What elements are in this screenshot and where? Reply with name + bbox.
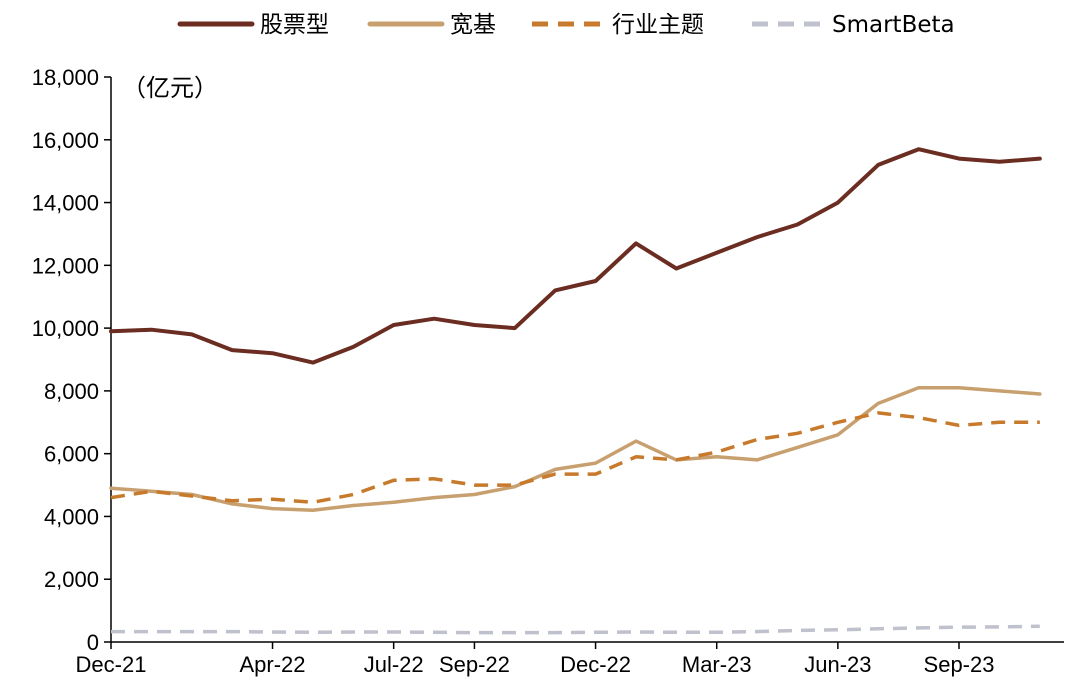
series-line-0 [109,147,1042,365]
x-tick-label: Dec-21 [76,652,147,677]
x-tick-label: Jul-22 [364,652,424,677]
x-axis: Dec-21 Apr-22 Jul-22 Sep-22 Dec-22 Mar-23 Jun-… [76,641,1064,677]
x-tick-label: Dec-22 [560,652,631,677]
x-tick-label: Jun-23 [804,652,871,677]
x-tick-label: Apr-22 [240,652,306,677]
y-tick-label: 2,000 [44,567,99,592]
y-tick-label: 14,000 [32,191,99,216]
series-line-2 [110,411,1040,505]
legend-label-2: 行业主题 [612,12,704,38]
legend-label-0: 股票型 [260,12,329,38]
y-tick-label: 18,000 [32,65,99,90]
y-unit-label: （亿元） [122,74,218,102]
y-tick-label: 0 [87,630,99,655]
y-tick-label: 10,000 [32,316,99,341]
series-line-3 [111,624,1040,635]
y-tick-label: 6,000 [44,442,99,467]
series-group [109,147,1042,635]
legend-label-3: SmartBeta [832,12,955,38]
x-tick-label: Sep-22 [439,652,510,677]
y-tick-label: 8,000 [44,379,99,404]
y-axis: 0 2,000 4,000 6,000 8,000 10,000 12,000 14,000 1… [32,65,112,655]
series-line-1 [109,386,1042,512]
x-tick-label: Sep-23 [924,652,995,677]
y-tick-label: 16,000 [32,128,99,153]
y-tick-label: 12,000 [32,253,99,278]
legend: 股票型 宽基 行业主题 SmartBeta [177,12,955,38]
legend-label-1: 宽基 [450,12,496,38]
y-tick-label: 4,000 [44,504,99,529]
x-tick-label: Mar-23 [682,652,752,677]
